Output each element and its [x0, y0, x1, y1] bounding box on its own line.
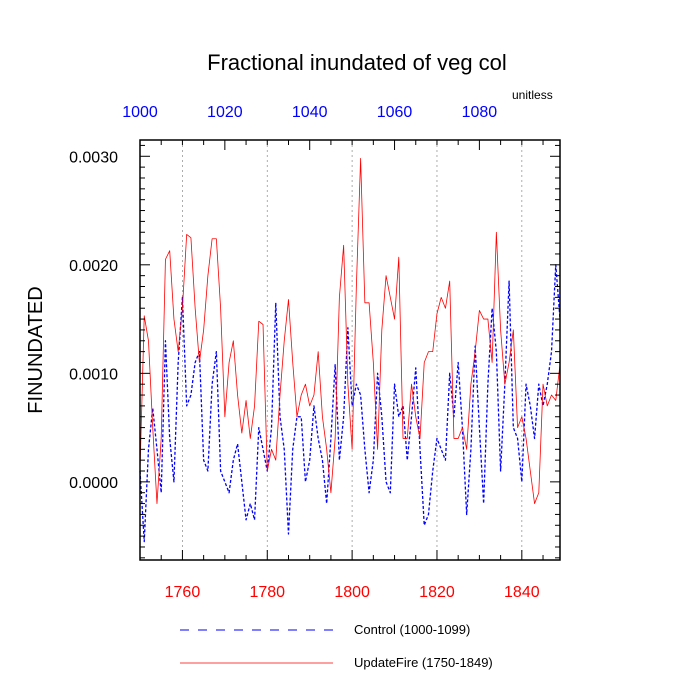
x-top-tick-label: 1020 — [207, 104, 243, 121]
legend-label-updatefire: UpdateFire (1750-1849) — [354, 655, 493, 670]
legend-label-control: Control (1000-1099) — [354, 622, 470, 637]
series-line-0 — [139, 264, 561, 543]
x-bottom-tick-label: 1820 — [419, 584, 455, 601]
x-bottom-tick-label: 1780 — [249, 584, 285, 601]
grid-layer — [182, 140, 523, 560]
x-bottom-tick-label: 1840 — [504, 584, 540, 601]
x-bottom-tick-label: 1760 — [165, 584, 201, 601]
x-top-tick-label: 1000 — [122, 104, 158, 121]
y-tick-label: 0.0020 — [69, 258, 118, 275]
x-bottom-tick-label: 1800 — [334, 584, 370, 601]
series-line-1 — [139, 158, 561, 504]
chart-title: Fractional inundated of veg col — [207, 50, 507, 75]
x-top-tick-label: 1060 — [377, 104, 413, 121]
legend: Control (1000-1099) UpdateFire (1750-184… — [180, 622, 493, 670]
plot-frame — [139, 139, 561, 561]
y-tick-label: 0.0030 — [69, 149, 118, 166]
x-top-tick-label: 1080 — [462, 104, 498, 121]
y-tick-label: 0.0000 — [69, 475, 118, 492]
x-top-tick-label: 1040 — [292, 104, 328, 121]
y-axis-label: FINUNDATED — [25, 286, 47, 413]
units-label: unitless — [512, 88, 553, 102]
ticks-layer: 1760 1780 1800 1820 1840 1000 1020 1040 1060 1080… — [69, 104, 560, 601]
y-tick-label: 0.0010 — [69, 366, 118, 383]
series-layer — [139, 158, 561, 543]
